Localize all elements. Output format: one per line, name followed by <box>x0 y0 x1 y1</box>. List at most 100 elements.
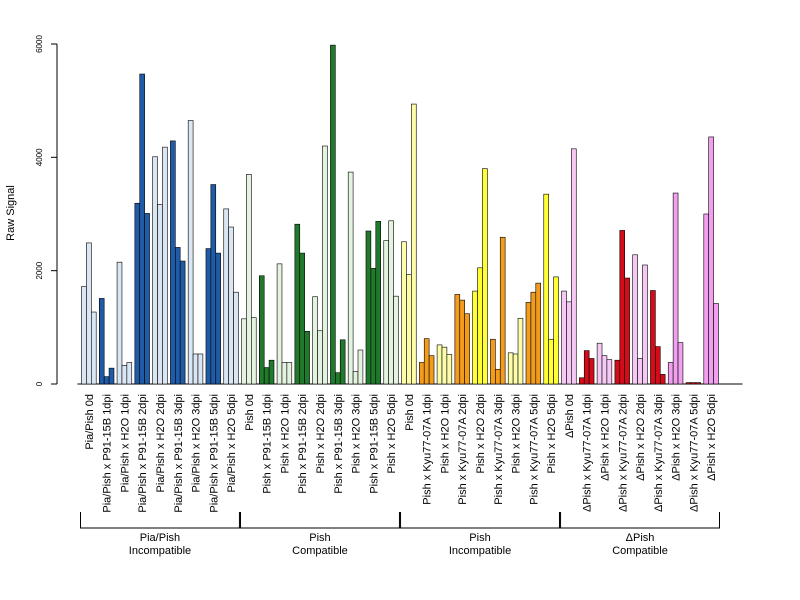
bar <box>144 213 150 385</box>
category-label: Pia/Pish x P91-15B 2dpi <box>137 394 149 513</box>
bar <box>566 301 572 385</box>
category-label: Pia/Pish x H2O 5dpi <box>226 394 238 492</box>
bar <box>152 156 158 385</box>
bar <box>357 349 364 385</box>
bar <box>659 374 666 385</box>
bar <box>304 330 310 385</box>
bar <box>330 44 336 385</box>
bar <box>411 103 417 385</box>
category-label: Pia/Pish x H2O 2dpi <box>155 394 167 492</box>
bar <box>490 338 496 385</box>
bar <box>86 242 92 385</box>
bar <box>116 261 123 385</box>
category-label: Pia/Pish x P91-15B 5dpi <box>208 394 220 513</box>
category-label: ΔPish 0d <box>564 394 576 438</box>
bar <box>441 346 448 385</box>
bar <box>614 359 621 385</box>
bar <box>685 382 692 385</box>
category-labels: Pia/Pish 0d Pia/Pish x P91-15B 1dpi Pia/Pi… <box>84 394 718 513</box>
group-bracket <box>240 512 400 529</box>
bar <box>205 248 212 385</box>
category-label: Pish x H2O 3dpi <box>511 394 523 473</box>
bar <box>251 317 257 385</box>
bar <box>482 168 488 385</box>
category-label: Pish 0d <box>244 394 256 431</box>
category-label: Pish x P91-15B 5dpi <box>368 394 380 494</box>
bar <box>170 140 176 385</box>
category-label: Pish x Kyu77-07A 2dpi <box>457 394 469 505</box>
group-label-line2: Incompatible <box>449 545 511 557</box>
bar <box>365 230 372 385</box>
bar <box>588 358 595 385</box>
bar <box>601 355 608 385</box>
bar <box>543 193 549 385</box>
bar <box>179 260 186 385</box>
category-label: ΔPish x Kyu77-07A 3dpi <box>653 394 665 512</box>
bar <box>241 318 247 385</box>
category-label: Pia/Pish 0d <box>84 394 96 450</box>
bar <box>375 221 381 385</box>
bar <box>126 362 133 385</box>
category-label: Pia/Pish x H2O 3dpi <box>191 394 203 492</box>
bar <box>157 204 163 385</box>
category-label: Pish x Kyu77-07A 3dpi <box>493 394 505 505</box>
y-tick-label: 4000 <box>35 148 44 166</box>
bar <box>246 174 252 385</box>
bar <box>548 338 554 385</box>
bar <box>535 282 541 385</box>
bar <box>312 296 318 385</box>
bar <box>553 276 559 385</box>
bar <box>215 252 221 385</box>
bar <box>606 359 613 385</box>
bar <box>530 291 537 385</box>
bar <box>81 286 87 385</box>
bar <box>477 267 483 385</box>
category-label: Pish x H2O 2dpi <box>475 394 487 473</box>
bar <box>393 295 399 385</box>
group-bracket <box>80 512 240 529</box>
category-label: Pia/Pish x H2O 1dpi <box>119 394 131 492</box>
bar <box>352 371 359 385</box>
bar <box>139 73 145 385</box>
bar <box>579 377 585 385</box>
bar <box>103 376 110 385</box>
bar <box>268 359 275 385</box>
bar <box>276 263 283 385</box>
bar <box>406 274 412 385</box>
group-label-line2: Compatible <box>292 545 348 557</box>
bar <box>695 382 702 385</box>
bar <box>322 145 328 385</box>
bar <box>197 353 204 385</box>
bar <box>583 350 590 385</box>
bar <box>187 120 194 385</box>
bar <box>472 290 478 385</box>
y-tick-label: 6000 <box>35 35 44 53</box>
bar <box>507 352 514 385</box>
group-label-line1: ΔPish <box>626 532 655 544</box>
group-bracket <box>560 512 720 529</box>
bar <box>690 382 697 385</box>
category-label: Pish 0d <box>404 394 416 431</box>
category-label: Pish x Kyu77-07A 5dpi <box>528 394 540 505</box>
bar <box>401 241 407 385</box>
bar <box>263 367 270 385</box>
category-label: Pish x H2O 3dpi <box>351 394 363 473</box>
bar <box>517 317 524 385</box>
category-label: Pish x P91-15B 3dpi <box>333 394 345 494</box>
bar <box>281 362 288 385</box>
group-label-line1: Pish <box>309 532 330 544</box>
category-label: ΔPish x H2O 1dpi <box>599 394 611 481</box>
bar <box>134 202 141 385</box>
bar <box>98 298 105 385</box>
bar <box>655 346 661 385</box>
category-label: ΔPish x H2O 5dpi <box>706 394 718 481</box>
category-label: Pish x H2O 5dpi <box>386 394 398 473</box>
bar <box>162 146 168 385</box>
bar <box>561 290 567 385</box>
y-tick-label: 2000 <box>35 261 44 279</box>
bar <box>223 208 229 385</box>
y-tick-label: 0 <box>35 381 44 386</box>
bar <box>317 330 323 385</box>
bar <box>233 291 239 385</box>
